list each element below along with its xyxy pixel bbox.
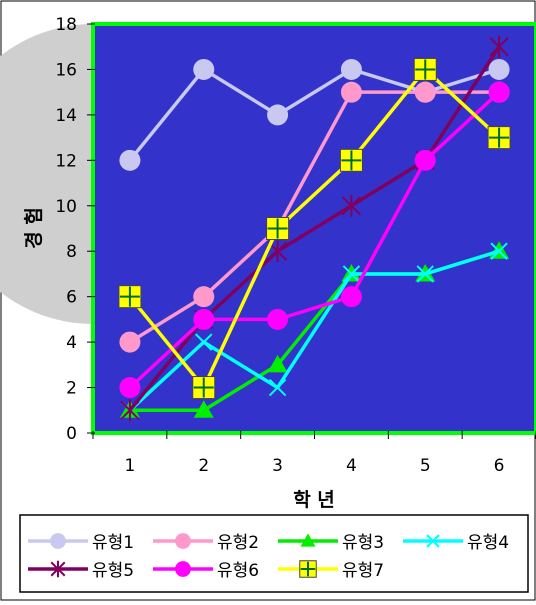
- point-marker: [490, 242, 508, 260]
- point-marker: [119, 377, 141, 399]
- point-marker: [50, 560, 66, 578]
- y-tick-label: 18: [55, 15, 77, 35]
- point-marker: [489, 35, 509, 58]
- legend-label: 유형1: [92, 533, 134, 553]
- x-axis-title: 학 년: [293, 489, 335, 511]
- point-marker: [193, 308, 215, 330]
- point-marker: [340, 286, 362, 308]
- legend-item-5: 유형5: [28, 560, 134, 581]
- legend-item-3: 유형3: [278, 533, 384, 553]
- point-marker-plus: [267, 218, 288, 239]
- series-line: [128, 90, 500, 344]
- y-tick-label: 14: [55, 106, 77, 126]
- series-layer: [118, 35, 511, 422]
- x-tick-label: 4: [346, 456, 357, 476]
- legend-label: 유형5: [92, 561, 134, 581]
- legend-label: 유형3: [342, 533, 384, 553]
- point-marker: [50, 533, 66, 549]
- series-line: [128, 67, 501, 390]
- point-marker: [175, 561, 191, 577]
- point-marker: [341, 194, 362, 217]
- point-marker-plus: [415, 59, 436, 80]
- series-7: [118, 57, 511, 400]
- point-marker: [414, 149, 436, 171]
- legend-box: [19, 514, 529, 593]
- legend-item-1: 유형1: [28, 533, 134, 553]
- point-marker: [175, 533, 191, 549]
- point-marker: [193, 58, 215, 80]
- legend-item-6: 유형6: [153, 561, 259, 581]
- point-marker: [193, 400, 214, 418]
- point-marker-plus: [300, 561, 316, 577]
- point-marker: [340, 81, 362, 103]
- series-6: [119, 81, 510, 399]
- legend-item-4: 유형4: [403, 533, 509, 553]
- y-tick-label: 0: [66, 424, 77, 444]
- y-tick-label: 2: [66, 379, 77, 399]
- point-marker-plus: [119, 286, 140, 307]
- x-tick-label: 1: [125, 456, 136, 476]
- legend-label: 유형4: [467, 533, 509, 553]
- series-line: [128, 45, 501, 412]
- x-tick-label: 6: [494, 456, 505, 476]
- legend-item-2: 유형2: [153, 533, 259, 553]
- point-marker: [120, 399, 140, 422]
- y-tick-label: 12: [55, 151, 77, 171]
- point-marker: [267, 308, 289, 330]
- y-tick-label: 16: [55, 60, 77, 80]
- series-line: [128, 249, 500, 412]
- legend: 유형1 유형2 유형3 유형4 유형5 유형6 유형7: [28, 533, 509, 581]
- point-marker-plus: [489, 127, 510, 148]
- series-line: [128, 90, 501, 389]
- point-marker: [268, 378, 287, 397]
- y-tick-label: 8: [66, 242, 77, 262]
- point-marker-plus: [341, 150, 362, 171]
- point-marker: [267, 104, 289, 126]
- legend-item-7: 유형7: [278, 560, 384, 581]
- y-axis: 0 2 4 6 8 10 12 14 16 18: [55, 15, 95, 444]
- point-marker: [414, 81, 436, 103]
- point-marker: [300, 533, 316, 547]
- point-marker: [193, 286, 215, 308]
- point-marker: [488, 58, 510, 80]
- y-tick-label: 10: [55, 197, 77, 217]
- y-tick-label: 6: [66, 288, 77, 308]
- y-axis-title: 경 험: [23, 207, 45, 249]
- series-line: [128, 67, 500, 162]
- legend-label: 유형6: [217, 561, 259, 581]
- y-tick-label: 4: [66, 333, 77, 353]
- point-marker: [342, 265, 361, 283]
- point-marker-plus: [193, 377, 214, 398]
- point-marker: [340, 58, 362, 80]
- point-marker: [119, 149, 141, 171]
- legend-label: 유형7: [342, 561, 384, 581]
- x-axis: 1 2 3 4 5 6: [92, 431, 536, 476]
- point-marker: [267, 354, 288, 373]
- x-tick-label: 3: [272, 456, 283, 476]
- legend-label: 유형2: [217, 533, 259, 553]
- x-tick-label: 2: [198, 456, 209, 476]
- point-marker: [488, 81, 510, 103]
- y-axis-title-group: 경 험: [23, 207, 45, 249]
- decorative-gray-circle: [0, 24, 93, 324]
- point-marker: [195, 333, 213, 351]
- point-marker: [426, 534, 440, 548]
- x-tick-label: 5: [420, 456, 431, 476]
- point-marker: [119, 331, 141, 353]
- point-marker: [416, 265, 434, 283]
